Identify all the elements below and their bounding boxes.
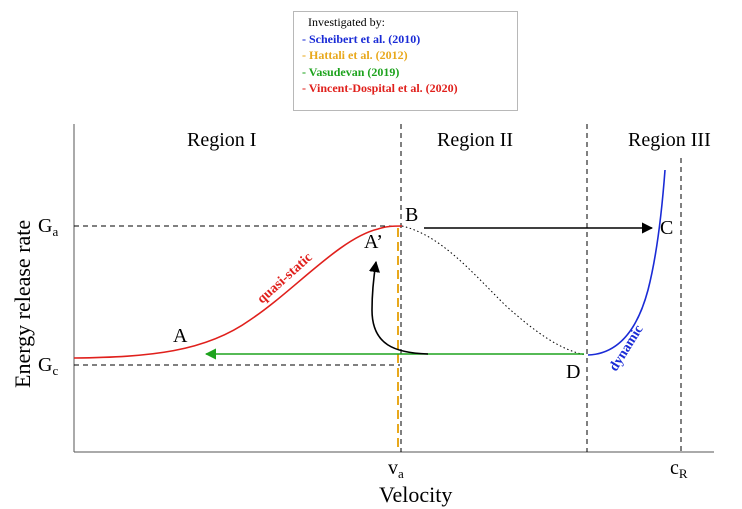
ga-tick-label: Ga [38,215,58,239]
point-b-label: B [405,204,418,226]
region-3-label: Region III [628,129,711,151]
quasi-static-label: quasi-static [255,250,316,307]
legend-box: Investigated by: - Scheibert et al. (201… [293,11,518,111]
point-a-prime-label: A’ [364,231,383,253]
legend-title: Investigated by: [308,15,385,29]
legend-item-vincent-dospital: - Vincent-Dospital et al. (2020) [302,81,458,95]
quasi-static-curve [73,225,403,359]
unstable-branch [401,225,587,356]
legend-item-hattali: - Hattali et al. (2012) [302,48,408,62]
va-tick-label: va [388,457,404,481]
legend-item-vasudevan: - Vasudevan (2019) [302,64,400,79]
point-d-label: D [566,361,580,383]
point-c-label: C [660,217,673,239]
arrow-to-a-prime [368,260,429,355]
region-2-label: Region II [437,129,513,151]
dynamic-curve [587,169,666,356]
legend-item-scheibert: - Scheibert et al. (2010) [302,31,421,46]
point-a-label: A [173,325,188,347]
x-axis-title: Velocity [379,482,452,507]
cr-tick-label: cR [670,457,688,481]
y-axis-title: Energy release rate [10,220,35,388]
gc-tick-label: Gc [38,354,58,378]
region-1-label: Region I [187,129,256,151]
